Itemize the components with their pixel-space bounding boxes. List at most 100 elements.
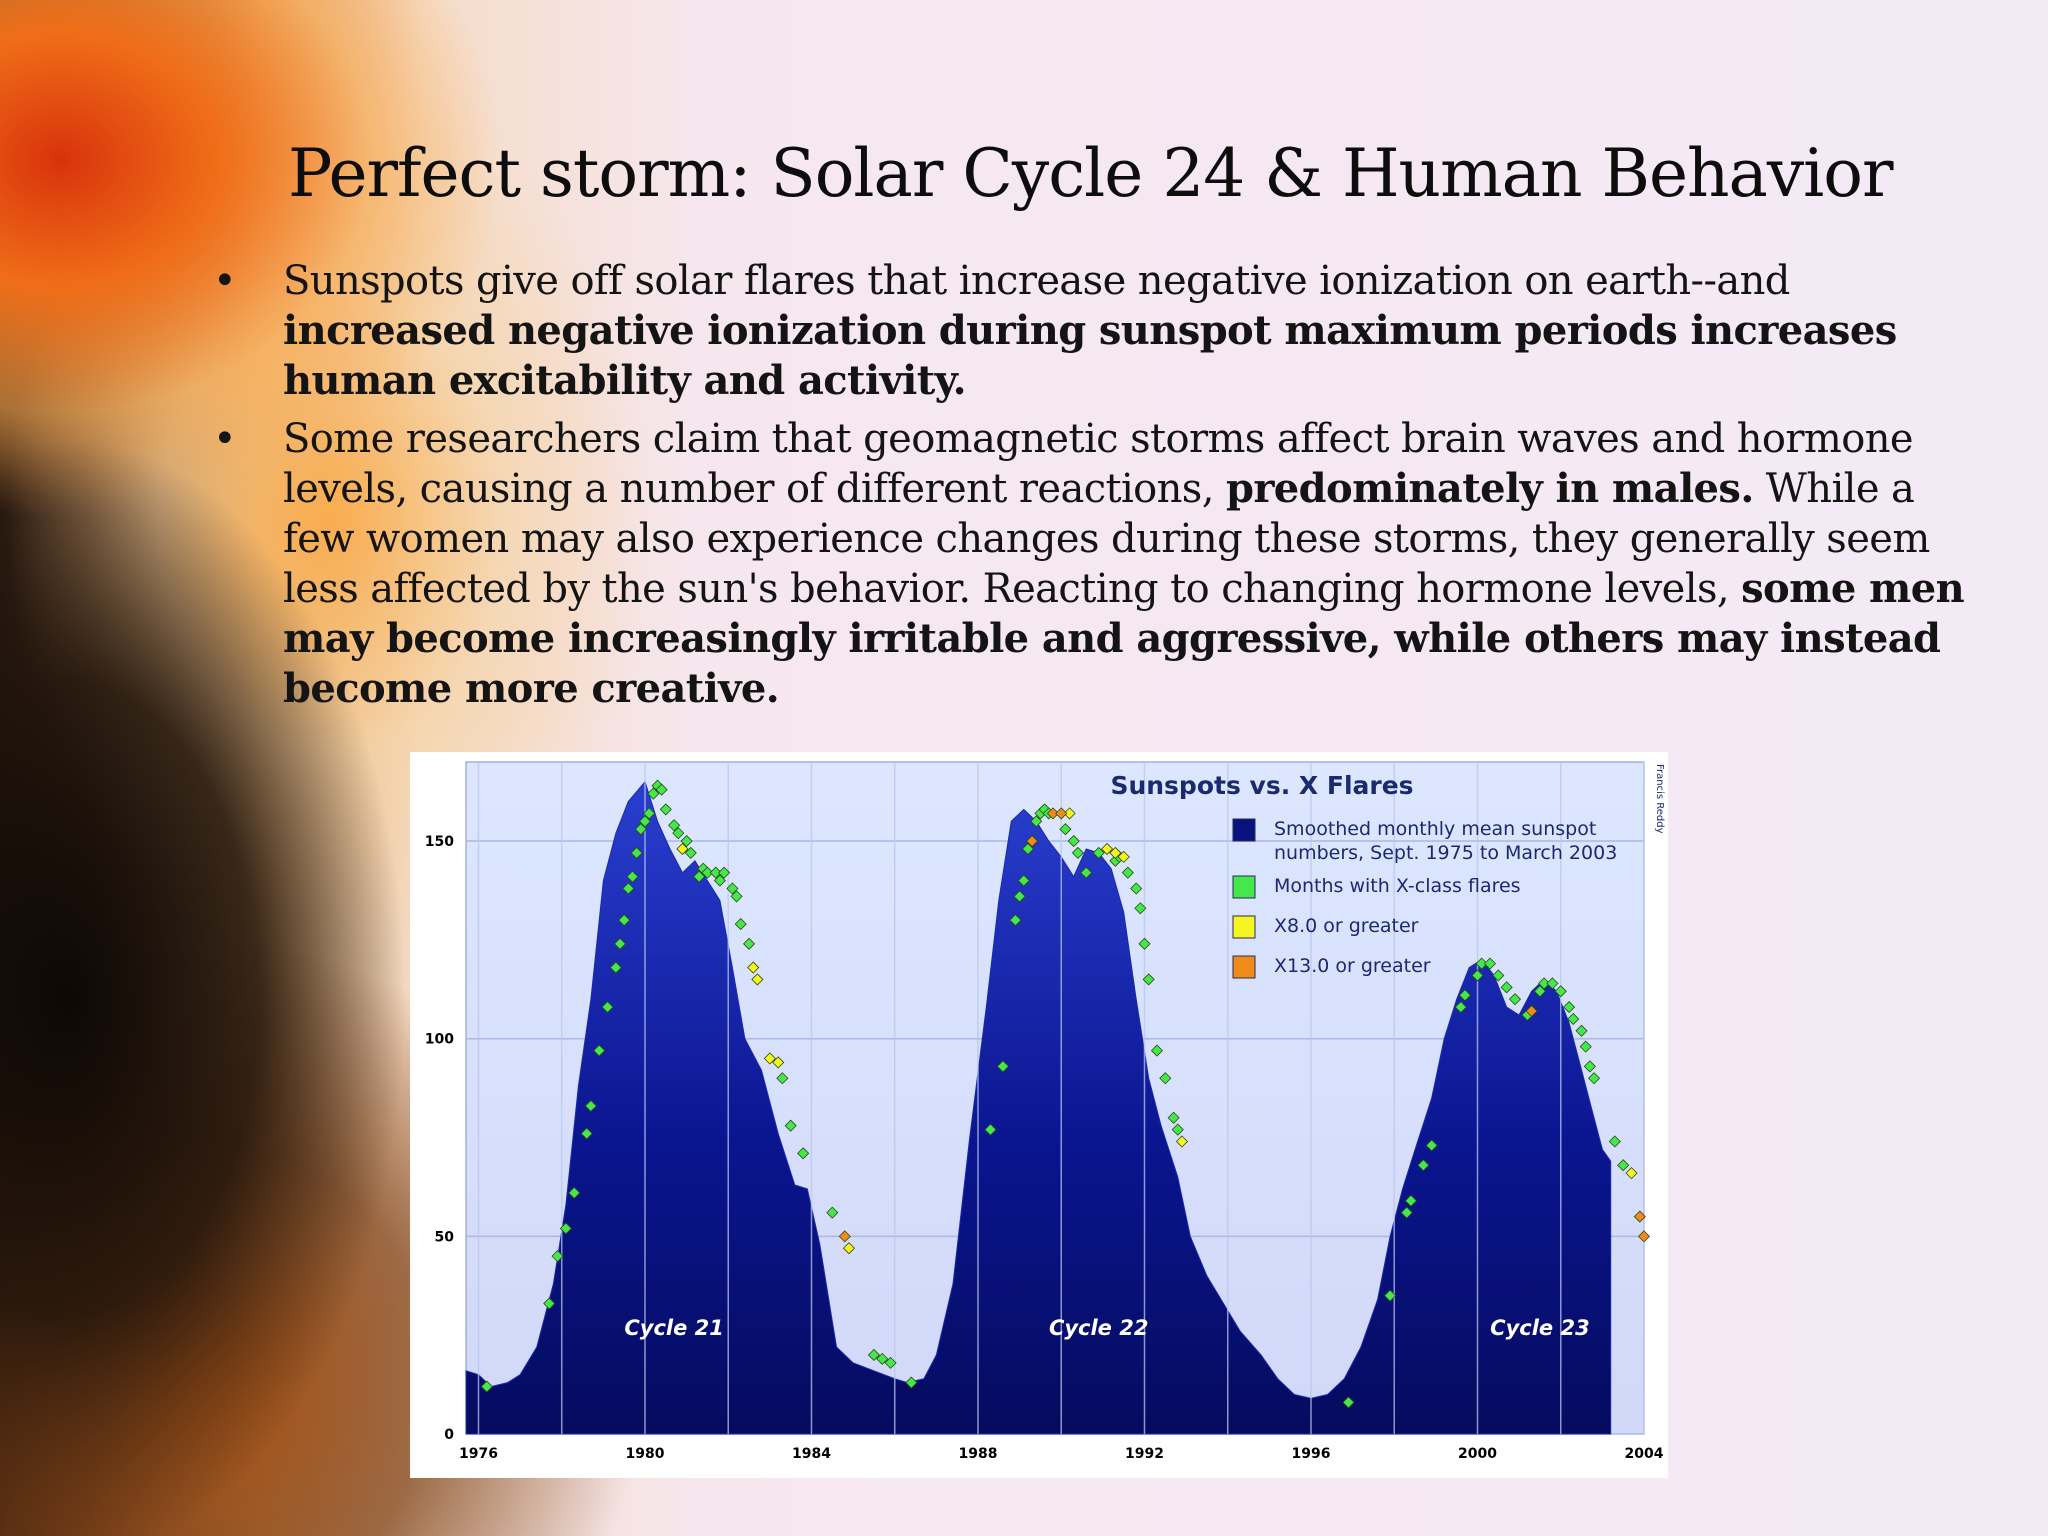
chart-svg: Cycle 21 Cycle 22 Cycle 23 1976 1980 1984 198…	[425, 761, 1665, 1462]
x-tick-label: 1976	[459, 1446, 498, 1462]
bullet-item-ionization: • Sunspots give off solar flares that inc…	[213, 256, 1988, 406]
x8-flare-marker	[772, 1056, 785, 1069]
bullet-text: Some researchers claim that geomagnetic …	[283, 416, 1914, 512]
bullet-text-bold: predominately in males.	[1225, 465, 1754, 512]
x-flare-marker	[1142, 973, 1155, 986]
x-flare-marker	[1608, 1135, 1621, 1148]
x-tick-label: 1988	[959, 1446, 998, 1462]
x8-flare-marker	[1109, 846, 1122, 859]
x-flare-marker	[568, 1186, 581, 1199]
x-flare-marker	[1508, 993, 1522, 1006]
x-flare-marker	[1583, 1060, 1596, 1073]
x-flare-marker	[601, 1001, 614, 1014]
x8-flare-marker	[1175, 1135, 1189, 1148]
x-flare-marker	[1400, 1206, 1413, 1219]
x-flare-marker	[634, 823, 647, 836]
x8-flare-marker	[1100, 842, 1114, 856]
x13-flare-marker	[1026, 834, 1039, 848]
y-tick-label: 0	[444, 1427, 454, 1443]
cycle-label: Cycle 23	[1490, 1316, 1590, 1340]
x-flare-marker	[1121, 866, 1134, 879]
x-flare-marker	[1483, 957, 1497, 970]
x13-flare-marker	[1046, 807, 1059, 820]
x-flare-marker	[1167, 1111, 1180, 1124]
bullet-text-bold: some men may become increasingly irritab…	[283, 565, 1965, 712]
x-flare-marker	[1475, 957, 1488, 970]
x-flare-marker	[626, 870, 639, 883]
x-tick-label: 1984	[792, 1446, 831, 1462]
x-flare-marker	[876, 1352, 889, 1365]
y-tick-label: 100	[425, 1032, 454, 1048]
x-flare-marker	[1067, 834, 1080, 848]
x-flare-marker	[905, 1376, 918, 1389]
x-flare-marker	[1134, 902, 1147, 915]
legend-label: Smoothed monthly mean sunspot	[1274, 818, 1596, 840]
x-flare-marker	[1021, 842, 1035, 856]
x-flare-marker	[668, 819, 681, 832]
x-flare-marker	[1538, 977, 1551, 990]
x-flare-marker	[543, 1297, 556, 1310]
x-flare-marker	[655, 783, 668, 796]
bullet-marker: •	[213, 258, 237, 304]
x-flare-marker	[1150, 1044, 1164, 1057]
x-flare-marker	[984, 1123, 997, 1136]
x-flare-marker	[797, 1147, 810, 1160]
x-flare-marker	[1171, 1123, 1184, 1136]
x8-flare-marker	[676, 842, 689, 856]
y-tick-label: 50	[435, 1229, 455, 1245]
x-flare-marker	[613, 937, 627, 950]
x-flare-marker	[647, 787, 660, 800]
x-flare-marker	[776, 1072, 789, 1085]
legend-swatch	[1232, 955, 1256, 979]
x-flare-marker	[1587, 1072, 1601, 1085]
legend-label: numbers, Sept. 1975 to March 2003	[1274, 842, 1617, 864]
x8-flare-marker	[1117, 850, 1130, 863]
y-tick-label: 150	[425, 834, 454, 850]
x-tick-label: 2004	[1625, 1446, 1664, 1462]
x-flare-marker	[734, 918, 747, 931]
legend-label: X13.0 or greater	[1274, 955, 1431, 977]
x8-flare-marker	[747, 961, 760, 974]
x-flare-marker	[551, 1250, 564, 1263]
x-flare-marker	[996, 1060, 1010, 1073]
x-flare-marker	[559, 1222, 572, 1235]
x13-flare-marker	[1633, 1210, 1646, 1223]
cycle-label: Cycle 21	[624, 1316, 724, 1340]
x-flare-marker	[1017, 874, 1030, 887]
x-flare-marker	[580, 1127, 593, 1140]
x-flare-marker	[1009, 914, 1022, 927]
x-flare-marker	[1579, 1040, 1592, 1053]
x-flare-marker	[684, 846, 697, 859]
x-flare-marker	[609, 961, 622, 974]
x-flare-marker	[672, 827, 685, 840]
x-flare-marker	[1492, 969, 1505, 982]
x13-flare-marker	[838, 1230, 851, 1243]
x13-flare-marker	[1055, 807, 1068, 820]
cycle-label: Cycle 22	[1049, 1316, 1149, 1340]
x-flare-marker	[1567, 1012, 1580, 1026]
x-flare-marker	[1546, 977, 1559, 990]
x-flare-marker	[1071, 846, 1084, 859]
legend-label: X8.0 or greater	[1274, 915, 1419, 937]
x-flare-marker	[1342, 1396, 1355, 1409]
x-flare-marker	[480, 1380, 493, 1393]
x-flare-marker	[1138, 937, 1151, 950]
x-flare-marker	[718, 866, 731, 879]
x-flare-marker	[1458, 989, 1472, 1002]
bullet-marker: •	[213, 416, 237, 462]
x8-flare-marker	[763, 1052, 776, 1065]
x-flare-marker	[638, 815, 652, 828]
x-tick-label: 2000	[1458, 1446, 1497, 1462]
x-flare-marker	[1404, 1194, 1417, 1207]
x-flare-marker	[1130, 882, 1143, 895]
x-flare-marker	[1554, 985, 1567, 998]
x-flare-marker	[709, 866, 722, 879]
x13-flare-marker	[1525, 1004, 1538, 1018]
x-flare-marker	[1080, 866, 1093, 879]
x-tick-label: 1980	[626, 1446, 665, 1462]
x-flare-marker	[1059, 823, 1072, 836]
x-flare-marker	[1417, 1159, 1430, 1172]
x-flare-marker	[1159, 1072, 1172, 1085]
x-flare-marker	[730, 890, 743, 903]
